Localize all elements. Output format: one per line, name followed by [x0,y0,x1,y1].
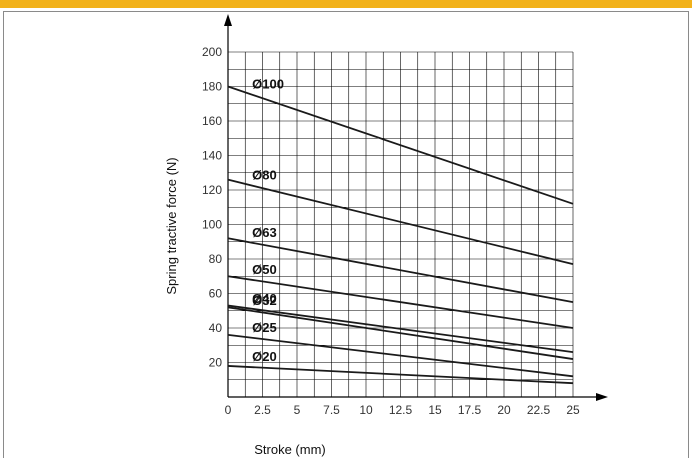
y-tick-label: 200 [202,45,222,59]
x-tick-label: 5 [294,403,301,417]
y-tick-label: 100 [202,218,222,232]
y-tick-label: 160 [202,114,222,128]
series-line [227,237,574,304]
x-axis-arrow [596,393,608,401]
series-label: Ø25 [252,320,277,335]
grid [228,51,574,397]
series-line [227,304,574,354]
y-tick-label: 140 [202,149,222,163]
y-axis-arrow [224,14,232,26]
x-tick-label: 22.5 [527,403,551,417]
y-tick-label: 40 [209,321,223,335]
series-line [227,365,574,385]
x-tick-label: 20 [497,403,511,417]
y-tick-label: 180 [202,80,222,94]
series-label: Ø20 [252,349,277,364]
series-line [227,85,574,205]
x-tick-label: 0 [225,403,232,417]
chart-panel [3,11,689,458]
x-axis-title: Stroke (mm) [254,442,326,457]
y-tick-label: 120 [202,183,222,197]
x-tick-label: 10 [359,403,373,417]
x-tick-label: 17.5 [458,403,482,417]
x-tick-label: 15 [428,403,442,417]
x-tick-label: 2.5 [254,403,271,417]
series-line [227,178,574,266]
series-label: Ø63 [252,225,277,240]
top-accent-bar [0,0,692,8]
tick-labels: 20 40 60 80 100 120 140 160 180 200 0 2.5 5 7.5 10 12.5… [202,45,580,417]
y-tick-label: 60 [209,287,223,301]
series-label: Ø40 [252,291,277,306]
axes [224,14,608,401]
y-tick-label: 80 [209,252,223,266]
series-label: Ø32 [252,293,277,308]
series-line [227,334,574,378]
y-tick-label: 20 [209,356,223,370]
x-tick-label: 12.5 [389,403,413,417]
series-label: Ø50 [252,262,277,277]
x-tick-label: 25 [566,403,580,417]
y-axis-title: Spring tractive force (N) [164,157,179,294]
x-tick-label: 7.5 [323,403,340,417]
series-line [227,306,574,360]
series-lines [227,85,574,385]
series-label: Ø100 [252,77,284,92]
series-label: Ø80 [252,168,277,183]
series-line [227,275,574,329]
